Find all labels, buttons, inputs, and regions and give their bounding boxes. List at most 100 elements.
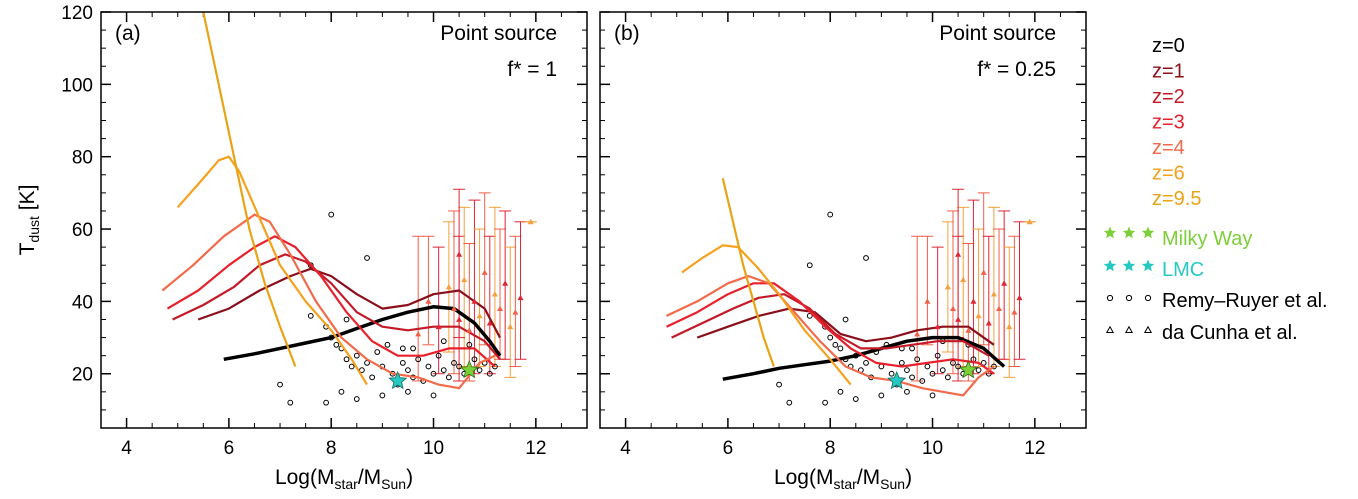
da-cunha-point [960, 276, 967, 283]
remy-ruyer-point [827, 334, 834, 341]
da-cunha-point [502, 280, 509, 286]
milky-way-marker [958, 360, 978, 379]
remy-ruyer-point [399, 359, 406, 366]
panel-a: 4 6 8 10 12 20 40 60 80 100 120 (a) Point source f* =… [61, 3, 588, 492]
series-z6 [681, 244, 852, 386]
lmc-marker [388, 370, 408, 390]
legend-entry-z1: z=1 [1152, 61, 1185, 83]
remy-ruyer-point [287, 399, 294, 406]
legend-da-cunha-label: da Cunha et al. [1162, 322, 1298, 344]
remy-ruyer-point [277, 381, 283, 388]
remy-ruyer-point [492, 363, 498, 370]
remy-ruyer-point [333, 341, 340, 348]
legend-lmc-star [1122, 259, 1136, 272]
remy-ruyer-point [445, 374, 452, 381]
y-axis-title-text: Tdust [K] [16, 185, 42, 256]
remy-ruyer-point [837, 388, 844, 395]
x-title-text: Log(M [774, 466, 834, 489]
legend: z=0 z=1 z=2 z=3 z=4 z=6 z=9.5 Milky Way LMC Remy–… [1103, 35, 1328, 344]
remy-ruyer-point [440, 338, 447, 345]
remy-ruyer-point [307, 312, 314, 319]
legend-entry-z6: z=6 [1152, 163, 1185, 185]
da-cunha-point [415, 330, 422, 337]
series-z9-5 [721, 178, 775, 367]
da-cunha-point [471, 298, 478, 304]
plot-frame [100, 11, 588, 429]
x-tick-label: 8 [825, 438, 836, 459]
remy-ruyer-point [353, 396, 360, 402]
plot-area [161, 12, 537, 406]
y-tick-label: 100 [61, 75, 93, 96]
da-cunha-point [924, 298, 931, 304]
legend-entry-z2: z=2 [1152, 86, 1185, 108]
remy-ruyer-point [904, 388, 910, 395]
remy-ruyer-point [415, 356, 422, 363]
series-z1 [197, 267, 501, 339]
da-cunha-point [476, 312, 483, 319]
series-z4 [666, 275, 995, 397]
legend-lmc-star [1141, 259, 1155, 272]
series-z9-5 [202, 12, 297, 367]
da-cunha-point [980, 269, 987, 275]
remy-ruyer-point [486, 370, 493, 377]
da-cunha-point [949, 305, 956, 312]
remy-ruyer-point [904, 367, 910, 374]
remy-ruyer-point [832, 341, 839, 348]
legend-da-cunha-symbol [1105, 325, 1115, 334]
remy-ruyer-point [934, 352, 941, 359]
legend-remy-ruyer-symbol [1106, 294, 1114, 302]
remy-ruyer-point [440, 367, 447, 374]
remy-ruyer-point [323, 399, 329, 406]
remy-ruyer-point [786, 399, 793, 406]
legend-entry-z3: z=3 [1152, 112, 1185, 134]
panel-tag: (a) [115, 22, 141, 45]
da-cunha-point [445, 283, 452, 290]
x-title-subscript: Sun [381, 476, 406, 492]
remy-ruyer-point [399, 345, 406, 352]
series-z3 [166, 235, 496, 368]
remy-ruyer-point [364, 255, 370, 261]
x-tick-label: 12 [1024, 438, 1045, 459]
remy-ruyer-point [909, 345, 915, 352]
legend-remy-ruyer-label: Remy–Ruyer et al. [1162, 290, 1328, 312]
da-cunha-point [1011, 309, 1018, 315]
x-title-text: /M [358, 466, 381, 489]
x-tick-label: 6 [224, 438, 235, 459]
remy-ruyer-point [806, 312, 813, 319]
annotation-source: Point source [939, 22, 1056, 45]
x-tick-label: 4 [121, 438, 132, 459]
remy-ruyer-point [384, 341, 391, 348]
remy-ruyer-point [374, 349, 381, 355]
remy-ruyer-point [878, 392, 885, 399]
da-cunha-point [435, 323, 442, 330]
y-tick-label: 60 [72, 220, 93, 241]
x-tick-label: 10 [423, 438, 444, 459]
x-axis-title: Log(Mstar/MSun) [774, 466, 912, 492]
remy-ruyer-point [842, 316, 849, 323]
remy-ruyer-point [471, 356, 478, 363]
da-cunha-point [486, 320, 493, 326]
remy-ruyer-point [919, 378, 926, 384]
da-cunha-point [934, 323, 941, 330]
da-cunha-point [425, 298, 432, 304]
panel-tag: (b) [614, 22, 640, 45]
remy-ruyer-point [430, 392, 437, 399]
legend-remy-ruyer-symbol [1125, 294, 1133, 302]
series-z6 [176, 155, 368, 386]
legend-entry-z9-5: z=9.5 [1152, 188, 1201, 210]
remy-ruyer-point [863, 255, 869, 261]
da-cunha-point [955, 316, 962, 322]
remy-ruyer-point [353, 352, 360, 359]
remy-ruyer-point [806, 262, 813, 269]
da-cunha-point [1001, 280, 1008, 286]
da-cunha-point [1006, 323, 1013, 330]
remy-ruyer-point [924, 363, 931, 370]
x-title-text: /M [857, 466, 880, 489]
series-z0 [223, 305, 502, 362]
series-z0 [722, 335, 1006, 381]
remy-ruyer-point [909, 374, 915, 381]
da-cunha-point [975, 312, 982, 319]
remy-ruyer-point [369, 374, 376, 381]
x-axis-title: Log(Mstar/MSun) [275, 466, 413, 492]
